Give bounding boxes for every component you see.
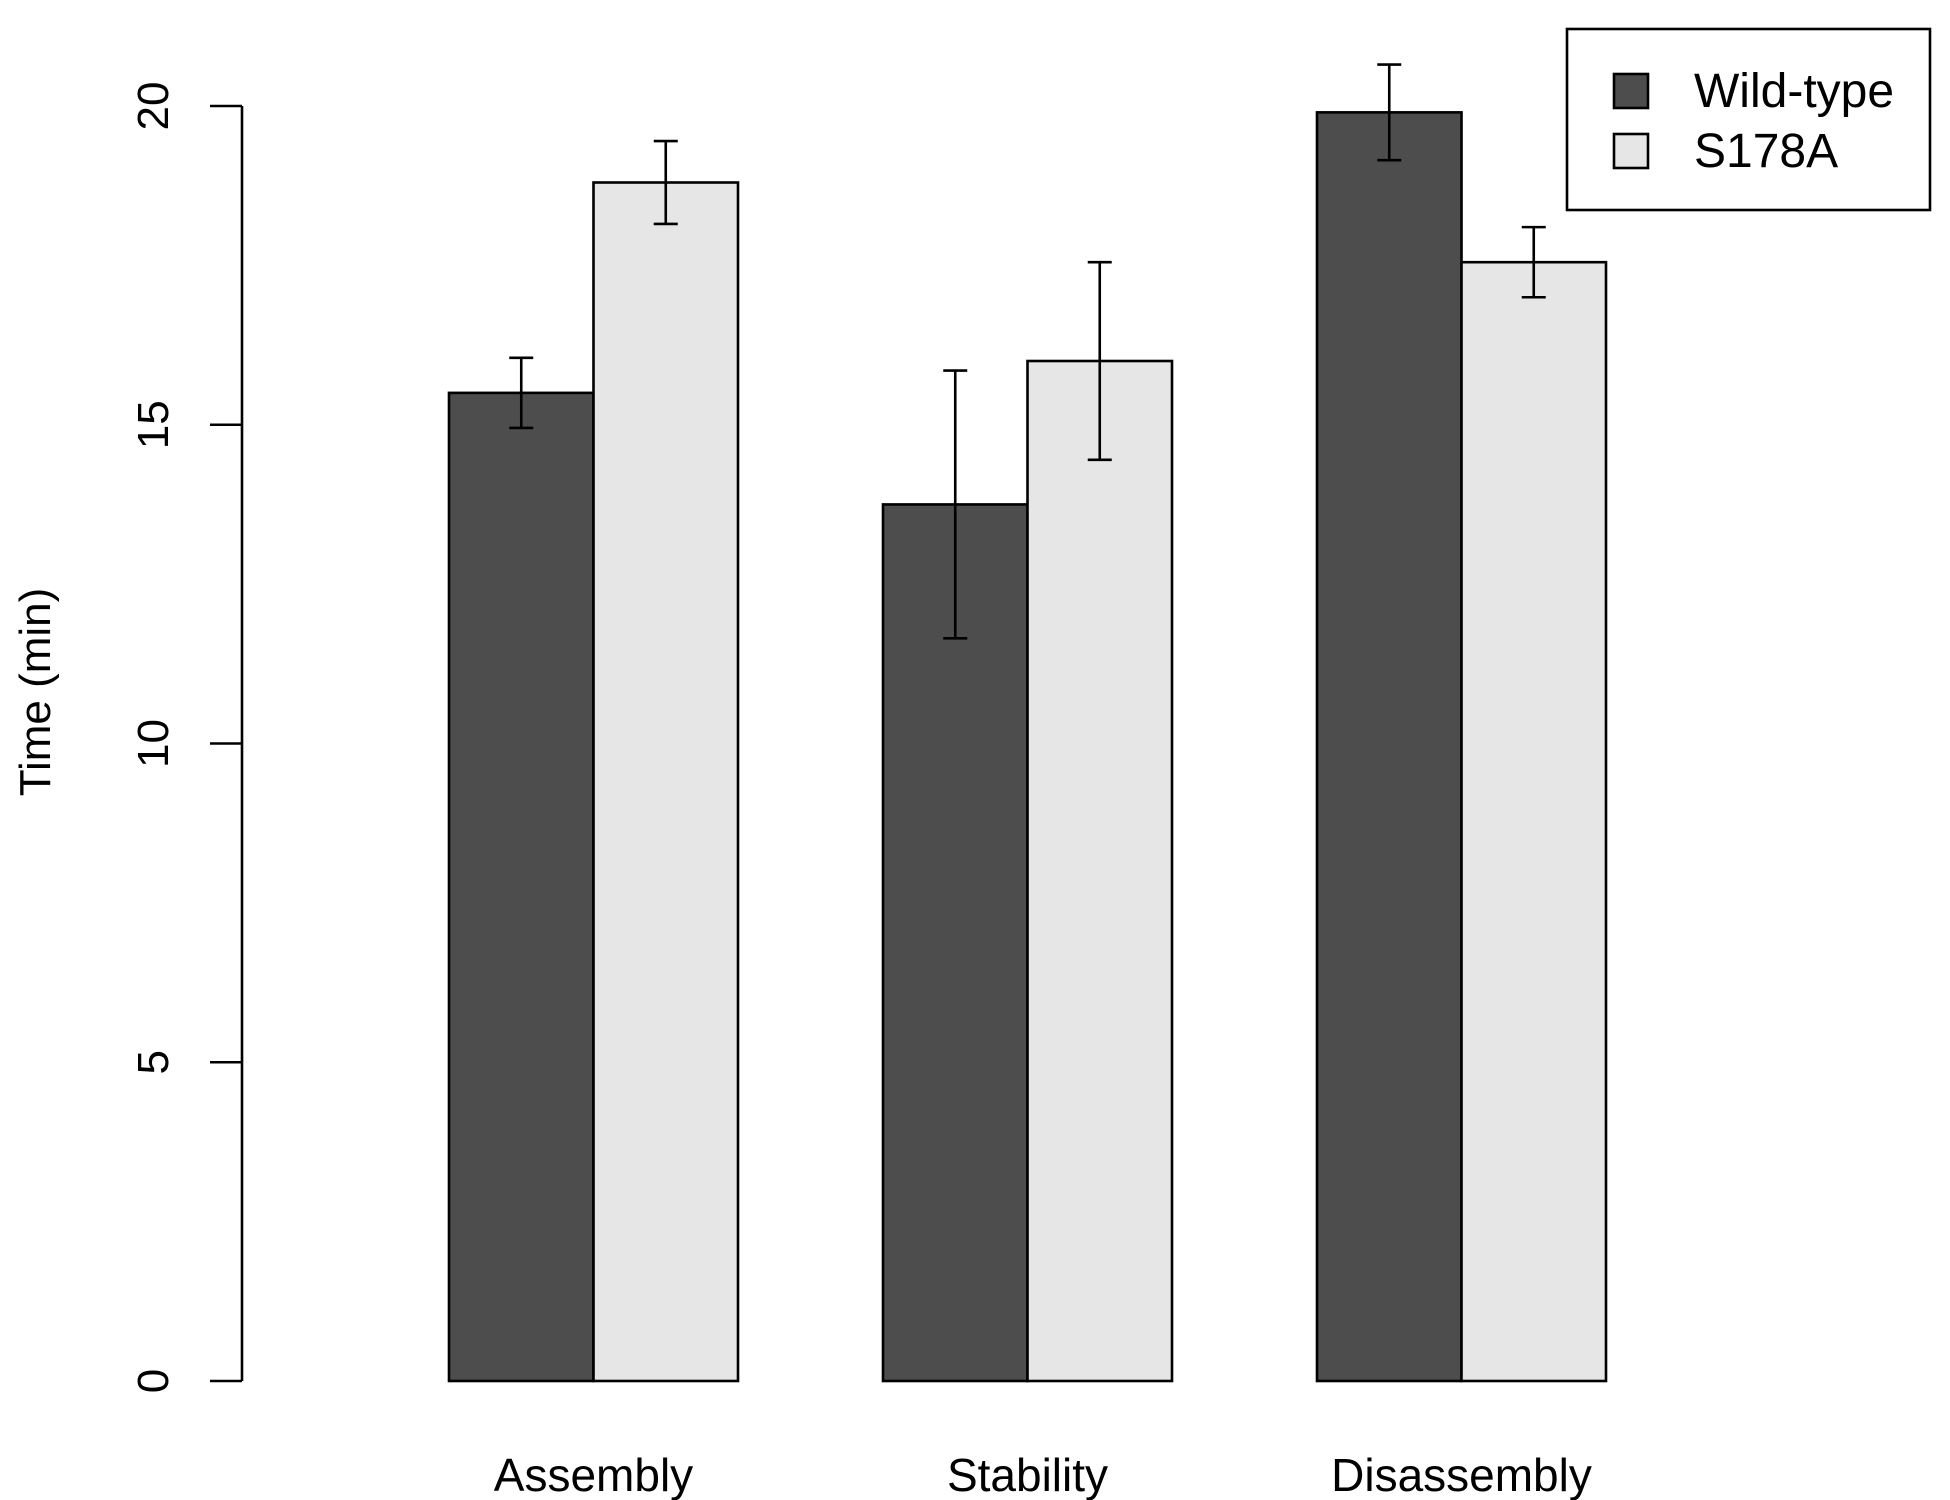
bars — [447, 111, 1608, 1383]
y-tick-label: 10 — [129, 719, 178, 768]
y-axis: 0 5 10 15 20 — [129, 82, 244, 1393]
legend-box — [1565, 27, 1932, 212]
legend-label-wild-type: Wild-type — [1694, 65, 1894, 118]
y-tick-label: 0 — [129, 1369, 178, 1393]
legend-swatch-s178a — [1612, 132, 1650, 170]
bar-s178a-disassembly — [1460, 260, 1608, 1383]
bar-wild-type-assembly — [447, 391, 595, 1383]
legend-swatch-wild-type — [1612, 72, 1650, 110]
y-axis-label: Time (min) — [11, 588, 60, 797]
y-tick-label: 20 — [129, 82, 178, 131]
legend: Wild-type S178A — [1565, 27, 1932, 212]
bar-s178a-assembly — [592, 181, 740, 1383]
category-labels: Assembly Stability Disassembly — [494, 1449, 1592, 1500]
bar-wild-type-stability — [881, 503, 1029, 1383]
error-bars — [509, 63, 1546, 640]
category-label-disassembly: Disassembly — [1331, 1449, 1592, 1500]
y-tick-label: 5 — [129, 1050, 178, 1074]
legend-label-s178a: S178A — [1694, 125, 1838, 178]
bar-s178a-stability — [1026, 359, 1174, 1383]
category-label-stability: Stability — [947, 1449, 1108, 1500]
y-tick-label: 15 — [129, 400, 178, 449]
bar-wild-type-disassembly — [1315, 111, 1463, 1383]
category-label-assembly: Assembly — [494, 1449, 693, 1500]
